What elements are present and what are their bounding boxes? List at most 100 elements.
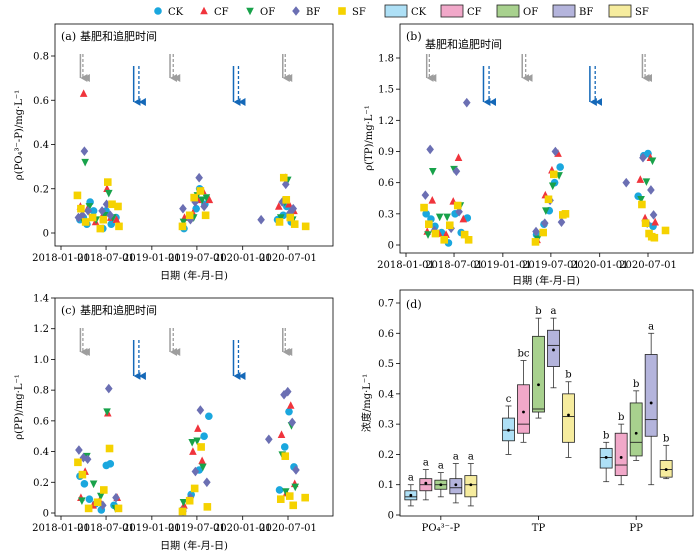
point-bf — [647, 185, 655, 195]
point-cf — [198, 456, 206, 465]
point-bf — [278, 197, 287, 207]
panel-b-ylabel: ρ(TP)/mg·L⁻¹ — [364, 105, 375, 170]
panel-b: (b) 基肥和追肥时间 0 0.3 0.6 0.9 1.2 1.5 1.8 2018-01-… — [364, 23, 694, 287]
ytick-label-0.4: 0.4 — [33, 447, 49, 458]
point-bf — [622, 177, 631, 188]
point-bf — [283, 386, 292, 397]
xtick-label-2019-07-01: 2019-07-01 — [168, 523, 226, 534]
point-sf — [445, 221, 454, 230]
point-bf — [104, 383, 113, 394]
point-bf — [292, 465, 300, 475]
xtick-label-2020-07-01: 2020-07-01 — [619, 260, 677, 271]
point-of — [188, 439, 196, 447]
legend-marker-bf — [292, 6, 300, 16]
point-of — [78, 497, 86, 506]
point-cf — [286, 401, 295, 409]
legend-box: CK CF OF BF SF — [384, 4, 649, 18]
point-sf — [190, 484, 199, 493]
legend-label-sf: SF — [352, 7, 366, 18]
point-ck — [89, 207, 98, 215]
point-sf — [531, 238, 540, 246]
point-bf — [179, 203, 187, 214]
panel-a-points — [73, 89, 310, 233]
box-cf-mean — [424, 481, 428, 485]
xtick-label-2019-01-01: 2019-01-01 — [123, 253, 181, 264]
point-sf — [561, 210, 570, 218]
point-sf — [77, 204, 85, 213]
panel-c-xlabel: 日期 (年-月-日) — [160, 539, 228, 552]
ytick-label-0.3: 0.3 — [378, 420, 394, 431]
point-cf — [112, 215, 121, 224]
point-sf — [286, 213, 295, 222]
legend-box-swatch-cf — [440, 4, 464, 18]
point-bf — [102, 199, 111, 210]
point-of — [637, 195, 645, 204]
panel-c-xticks: 2018-01-012018-07-012019-01-012019-07-01… — [32, 516, 317, 534]
ytick-label-0.2: 0.2 — [33, 478, 49, 489]
ytick-label-0.4: 0.4 — [378, 389, 394, 400]
box-cf-significance-letter: b — [618, 412, 624, 423]
point-bf — [426, 144, 434, 155]
box-of-mean — [537, 383, 540, 387]
legend-box-label-of: OF — [523, 7, 538, 18]
point-sf — [114, 202, 122, 211]
box-bf — [449, 478, 463, 495]
legend-label-of: OF — [260, 7, 275, 18]
point-cf — [274, 202, 283, 210]
point-sf — [440, 236, 449, 244]
legend-label-cf: CF — [214, 7, 229, 18]
point-sf — [279, 173, 288, 182]
box-ck-significance-letter: b — [603, 430, 609, 441]
box-of-mean — [634, 431, 638, 435]
point-sf — [93, 498, 102, 507]
point-bf — [186, 214, 195, 225]
point-of — [202, 194, 211, 202]
point-of — [424, 231, 432, 239]
point-bf — [540, 218, 549, 228]
point-sf — [276, 495, 285, 503]
xtick-label-2020-01-01: 2020-01-01 — [214, 523, 272, 534]
point-sf — [81, 218, 90, 226]
point-sf — [301, 493, 309, 502]
panel-c-frame — [54, 297, 334, 517]
xtick-label-2018-01-01: 2018-01-01 — [32, 253, 90, 264]
point-ck — [205, 412, 213, 421]
point-bf — [196, 405, 205, 415]
legend-marker-sf — [338, 7, 346, 15]
box-sf-significance-letter: b — [565, 370, 571, 381]
xtick-label-2018-01-01: 2018-01-01 — [32, 523, 90, 534]
point-of — [542, 207, 550, 216]
point-of — [199, 463, 207, 472]
ytick-label-0.8: 0.8 — [33, 52, 49, 63]
point-bf — [99, 500, 107, 511]
panel-b-yticks: 0 0.3 0.6 0.9 1.2 1.5 1.8 — [378, 54, 400, 252]
legend: CK CF OF BF SF CK CF OF BF SF — [154, 4, 649, 18]
box-of — [532, 335, 545, 413]
point-sf — [203, 503, 212, 511]
point-sf — [99, 215, 108, 224]
point-of — [435, 213, 444, 222]
point-cf — [459, 214, 468, 223]
ytick-label-1.0: 1.0 — [33, 355, 49, 366]
legend-box-label-ck: CK — [411, 7, 427, 18]
point-bf — [75, 445, 83, 455]
point-of — [97, 492, 105, 501]
point-of — [276, 214, 285, 222]
ytick-label-0.6: 0.6 — [378, 329, 394, 340]
box-ck-significance-letter: a — [408, 473, 414, 484]
panel-b-xticks: 2018-01-012018-07-012019-01-012019-07-01… — [377, 253, 677, 271]
point-bf — [84, 206, 92, 216]
box-cf — [517, 384, 530, 434]
box-cf-mean — [619, 456, 623, 459]
category-label: PO₄³⁻-P — [422, 523, 461, 534]
ytick-label-0: 0 — [388, 241, 394, 252]
point-of — [648, 157, 657, 166]
point-of — [104, 189, 113, 198]
box-cf — [614, 432, 628, 477]
point-bf — [98, 206, 106, 216]
ytick-label-1.4: 1.4 — [33, 294, 49, 305]
box-ck-mean — [604, 456, 608, 459]
point-bf — [200, 201, 208, 212]
point-sf — [185, 211, 194, 220]
